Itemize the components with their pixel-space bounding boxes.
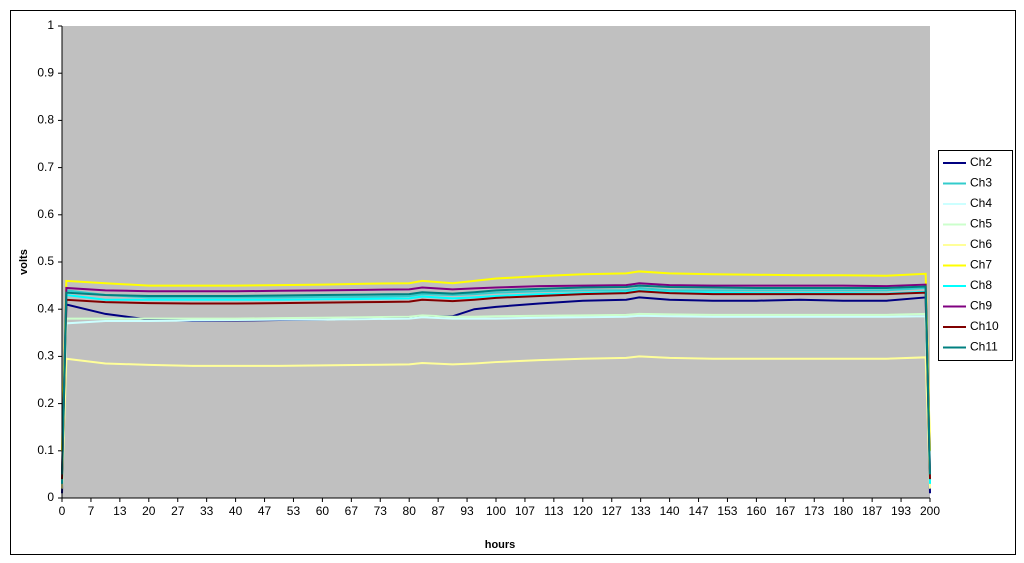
legend-label: Ch2 (970, 155, 992, 169)
x-tick-label: 200 (920, 504, 940, 518)
series-line (61, 282, 931, 475)
legend-label: Ch6 (970, 237, 992, 251)
x-tick-label: 193 (891, 504, 911, 518)
x-tick-label: 100 (486, 504, 506, 518)
x-tick-label: 93 (460, 504, 474, 518)
x-tick-label: 73 (374, 504, 388, 518)
x-tick-label: 153 (717, 504, 737, 518)
y-tick-label: 0.8 (37, 113, 54, 127)
series-line (61, 314, 931, 489)
x-tick-label: 187 (862, 504, 882, 518)
legend-label: Ch3 (970, 176, 992, 190)
x-tick-label: 107 (515, 504, 535, 518)
y-tick-label: 0.6 (37, 207, 54, 221)
plot-area (62, 26, 930, 498)
y-axis-label: volts (18, 249, 30, 275)
x-tick-label: 180 (833, 504, 853, 518)
legend-label: Ch4 (970, 196, 992, 210)
y-tick-label: 0 (47, 490, 54, 504)
x-tick-label: 47 (258, 504, 272, 518)
x-tick-label: 87 (431, 504, 445, 518)
x-tick-label: 173 (804, 504, 824, 518)
legend-label: Ch11 (970, 340, 998, 354)
y-tick-label: 1 (47, 18, 54, 32)
series-line (61, 284, 931, 475)
series-line (61, 312, 931, 489)
legend-label: Ch9 (970, 299, 992, 313)
y-tick-label: 0.3 (37, 349, 54, 363)
legend-label: Ch10 (970, 319, 999, 333)
y-tick-label: 0.5 (37, 254, 54, 268)
legend-box (938, 150, 1013, 361)
legend-label: Ch7 (970, 258, 992, 272)
y-tick-label: 0.1 (37, 443, 54, 457)
legend-label: Ch5 (970, 217, 992, 231)
y-tick-label: 0.7 (37, 160, 54, 174)
x-tick-label: 80 (403, 504, 417, 518)
x-tick-label: 60 (316, 504, 330, 518)
series-line (61, 355, 931, 489)
x-tick-label: 13 (113, 504, 127, 518)
x-tick-label: 160 (746, 504, 766, 518)
x-tick-label: 53 (287, 504, 301, 518)
x-tick-label: 40 (229, 504, 243, 518)
x-tick-label: 113 (544, 504, 563, 518)
x-tick-label: 7 (88, 504, 95, 518)
y-tick-label: 0.4 (37, 301, 54, 315)
x-tick-label: 20 (142, 504, 156, 518)
x-tick-label: 120 (573, 504, 593, 518)
x-tick-label: 140 (660, 504, 680, 518)
x-tick-label: 133 (631, 504, 651, 518)
x-tick-label: 147 (689, 504, 709, 518)
x-tick-label: 0 (59, 504, 66, 518)
x-tick-label: 127 (602, 504, 622, 518)
x-axis-label: hours (485, 539, 516, 551)
series-line (61, 290, 931, 480)
x-tick-label: 33 (200, 504, 214, 518)
x-tick-label: 67 (345, 504, 359, 518)
y-tick-label: 0.9 (37, 65, 54, 79)
x-tick-label: 167 (775, 504, 795, 518)
series-line (61, 270, 931, 451)
series-line (61, 286, 931, 489)
y-tick-label: 0.2 (37, 396, 54, 410)
legend-label: Ch8 (970, 278, 992, 292)
x-tick-label: 27 (171, 504, 185, 518)
